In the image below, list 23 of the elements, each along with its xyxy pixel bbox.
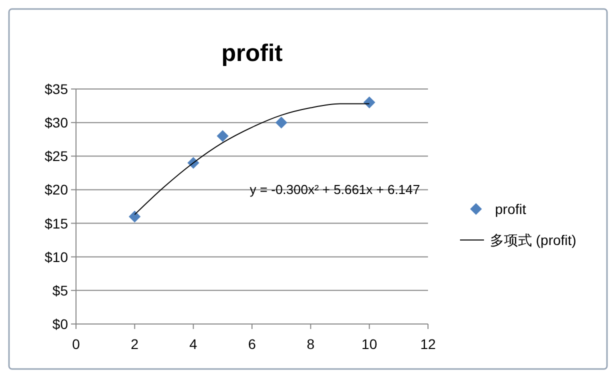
point [363, 96, 376, 108]
y-tick-label: $30 [44, 114, 68, 131]
point [216, 130, 229, 142]
point [128, 210, 141, 222]
chart-title: profit [221, 40, 283, 67]
x-tick-label: 12 [420, 336, 436, 352]
x-tick-label: 4 [189, 336, 198, 352]
x-tick-label: 0 [72, 336, 80, 352]
y-tick-label: $35 [44, 81, 68, 97]
x-tick-label: 8 [306, 336, 315, 352]
x-tick-label: 6 [248, 336, 256, 352]
y-tick-label: $10 [44, 248, 68, 265]
y-tick-label: $25 [44, 148, 68, 164]
legend-label: profit [495, 201, 526, 217]
y-tick-label: $5 [52, 282, 68, 298]
point [275, 116, 288, 128]
annotation: y = -0.300x² + 5.661x + 6.147 [250, 182, 420, 198]
x-tick-label: 10 [362, 336, 378, 352]
y-tick-label: $20 [44, 182, 68, 198]
x-tick-label: 2 [130, 336, 139, 352]
y-tick-label: $15 [44, 215, 68, 232]
y-tick-label: $0 [52, 316, 68, 332]
legend-label: 多项式 (profit) [490, 232, 576, 248]
